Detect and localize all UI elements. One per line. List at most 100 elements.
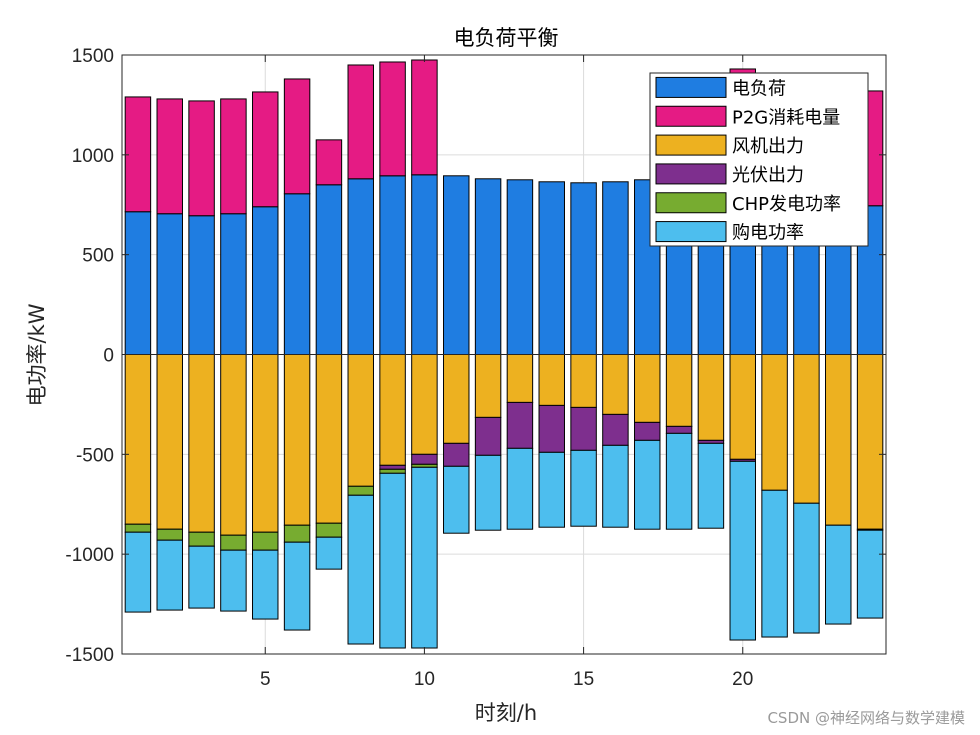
- bar-电负荷-15: [570, 182, 597, 355]
- x-axis-label: 时刻/h: [475, 701, 537, 725]
- legend-label: 购电功率: [732, 223, 804, 244]
- bar-光伏出力-9: [379, 464, 406, 470]
- y-tick-label: 1500: [72, 46, 114, 67]
- bar-P2G消耗电量-2: [156, 98, 183, 215]
- bar-CHP发电功率-8: [347, 485, 374, 496]
- bar-电负荷-11: [443, 175, 470, 355]
- bar-P2G消耗电量-10: [411, 59, 438, 176]
- bar-风机出力-23: [825, 354, 852, 526]
- bar-电负荷-8: [347, 178, 374, 355]
- legend-swatch: [655, 76, 727, 98]
- bar-购电功率-1: [124, 531, 152, 613]
- bar-风机出力-8: [347, 354, 374, 487]
- bar-风机出力-9: [379, 354, 406, 466]
- bar-光伏出力-10: [411, 453, 438, 465]
- bars: [124, 59, 884, 649]
- bar-光伏出力-13: [506, 401, 534, 449]
- y-tick-label: -500: [76, 445, 114, 466]
- bar-风机出力-15: [570, 354, 597, 408]
- bar-光伏出力-16: [602, 413, 629, 446]
- bar-购电功率-2: [156, 539, 183, 611]
- bar-购电功率-10: [411, 466, 438, 649]
- bar-风机出力-18: [665, 354, 693, 427]
- bar-风机出力-6: [283, 354, 311, 526]
- bar-风机出力-4: [220, 354, 247, 536]
- x-tick-label: 5: [260, 669, 271, 690]
- bar-电负荷-10: [411, 174, 438, 355]
- bar-风机出力-5: [252, 354, 279, 533]
- legend-swatch: [655, 105, 727, 127]
- bar-光伏出力-18: [665, 425, 693, 434]
- bar-光伏出力-11: [443, 442, 470, 467]
- bar-购电功率-17: [634, 439, 661, 530]
- bar-购电功率-22: [793, 502, 820, 634]
- bar-光伏出力-15: [570, 406, 597, 451]
- bar-风机出力-24: [856, 354, 884, 530]
- y-tick-label: 0: [103, 346, 114, 367]
- bar-电负荷-2: [156, 213, 183, 355]
- bar-电负荷-13: [506, 179, 534, 355]
- bar-购电功率-11: [443, 465, 470, 534]
- bar-风机出力-14: [538, 354, 565, 406]
- bar-购电功率-5: [252, 549, 279, 620]
- y-tick-label: 500: [82, 246, 114, 267]
- bar-P2G消耗电量-5: [252, 91, 279, 208]
- y-axis-label: 电功率/kW: [25, 303, 49, 406]
- bar-购电功率-21: [761, 489, 788, 638]
- bar-CHP发电功率-9: [379, 468, 406, 474]
- bar-P2G消耗电量-7: [315, 139, 343, 186]
- bar-电负荷-7: [315, 184, 343, 355]
- bar-风机出力-22: [793, 354, 820, 504]
- bar-购电功率-20: [729, 460, 756, 641]
- bar-风机出力-16: [602, 354, 629, 415]
- bar-电负荷-3: [188, 215, 215, 355]
- bar-购电功率-24: [856, 529, 884, 619]
- bar-P2G消耗电量-3: [188, 100, 215, 217]
- x-tick-label: 10: [414, 669, 435, 690]
- x-tick-label: 15: [573, 669, 594, 690]
- bar-购电功率-7: [315, 536, 343, 570]
- x-tick-label: 20: [732, 669, 753, 690]
- y-tick-label: -1500: [65, 645, 114, 666]
- bar-电负荷-1: [124, 211, 152, 355]
- bar-电负荷-5: [252, 206, 279, 355]
- bar-CHP发电功率-6: [283, 524, 311, 543]
- bar-购电功率-23: [825, 524, 852, 625]
- bar-购电功率-8: [347, 494, 374, 645]
- bar-P2G消耗电量-8: [347, 64, 374, 180]
- bar-购电功率-12: [474, 454, 502, 531]
- bar-P2G消耗电量-4: [220, 98, 247, 215]
- y-tick-label: -1000: [65, 545, 114, 566]
- bar-CHP发电功率-5: [252, 531, 279, 551]
- bar-电负荷-4: [220, 213, 247, 355]
- bar-P2G消耗电量-6: [283, 78, 311, 195]
- legend-swatch: [655, 221, 727, 243]
- bar-风机出力-3: [188, 354, 215, 533]
- legend-label: 电负荷: [732, 78, 786, 99]
- bar-电负荷-12: [474, 178, 502, 355]
- bar-CHP发电功率-2: [156, 528, 183, 541]
- bar-风机出力-1: [124, 354, 152, 525]
- bar-风机出力-12: [474, 354, 502, 418]
- bar-购电功率-13: [506, 447, 534, 530]
- bar-购电功率-4: [220, 549, 247, 612]
- bar-风机出力-17: [634, 354, 661, 423]
- legend-label: 光伏出力: [732, 165, 804, 186]
- bar-购电功率-6: [283, 541, 311, 631]
- legend-label: P2G消耗电量: [732, 107, 840, 128]
- legend-swatch: [655, 192, 727, 214]
- watermark: CSDN @神经网络与数学建模: [767, 709, 965, 727]
- bar-风机出力-11: [443, 354, 470, 444]
- bar-P2G消耗电量-9: [379, 61, 406, 177]
- bar-购电功率-16: [602, 444, 629, 528]
- bar-CHP发电功率-1: [124, 523, 152, 533]
- chart-title: 电负荷平衡: [454, 26, 559, 50]
- bar-电负荷-6: [283, 193, 311, 355]
- bar-风机出力-21: [761, 354, 788, 491]
- bar-电负荷-9: [379, 175, 406, 355]
- bar-风机出力-19: [697, 354, 725, 441]
- bar-电负荷-16: [602, 181, 629, 355]
- bar-CHP发电功率-7: [315, 522, 343, 538]
